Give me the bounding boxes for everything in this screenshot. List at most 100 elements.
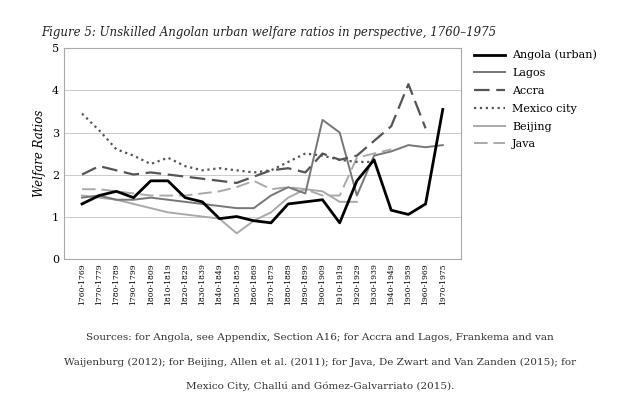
Beijing [78,193,86,198]
Angola (urban) [233,214,241,219]
Lagos [130,197,138,202]
Java [250,179,258,183]
Lagos [250,206,258,210]
Accra [353,153,361,158]
Y-axis label: Welfare Ratios: Welfare Ratios [33,110,47,197]
Beijing [130,202,138,206]
Java [78,187,86,191]
Accra [387,124,395,128]
Java [147,193,155,198]
Lagos [370,153,378,158]
Angola (urban) [78,202,86,206]
Mexico city [78,111,86,116]
Lagos [164,197,172,202]
Angola (urban) [147,179,155,183]
Mexico city [95,128,103,133]
Java [113,189,120,194]
Mexico city [113,147,120,152]
Mexico city [216,166,223,170]
Beijing [267,210,275,215]
Line: Lagos: Lagos [82,120,443,208]
Accra [370,139,378,143]
Lagos [198,202,206,206]
Angola (urban) [370,158,378,162]
Angola (urban) [130,195,138,200]
Lagos [267,193,275,198]
Angola (urban) [181,195,189,200]
Text: Figure 5: Unskilled Angolan urban welfare ratios in perspective, 1760–1975: Figure 5: Unskilled Angolan urban welfar… [41,26,497,39]
Legend: Angola (urban), Lagos, Accra, Mexico city, Beijing, Java: Angola (urban), Lagos, Accra, Mexico cit… [474,50,597,149]
Lagos [181,200,189,204]
Java [181,193,189,198]
Beijing [181,212,189,217]
Lagos [422,145,429,149]
Angola (urban) [113,189,120,194]
Mexico city [250,170,258,175]
Java [233,185,241,189]
Java [353,155,361,160]
Text: Mexico City, Challú and Gómez-Galvarriato (2015).: Mexico City, Challú and Gómez-Galvarri… [186,382,454,391]
Accra [95,164,103,168]
Lagos [95,193,103,198]
Beijing [216,216,223,221]
Angola (urban) [95,193,103,198]
Java [387,147,395,152]
Line: Angola (urban): Angola (urban) [82,109,443,223]
Mexico city [198,168,206,173]
Accra [181,174,189,179]
Beijing [147,206,155,210]
Accra [267,168,275,173]
Java [216,189,223,194]
Accra [422,126,429,131]
Accra [78,172,86,177]
Accra [164,172,172,177]
Text: Sources: for Angola, see Appendix, Section A16; for Accra and Lagos, Frankema an: Sources: for Angola, see Appendix, Secti… [86,333,554,342]
Beijing [164,210,172,215]
Accra [113,168,120,173]
Lagos [336,130,344,135]
Java [130,191,138,196]
Accra [147,170,155,175]
Lagos [284,185,292,189]
Lagos [439,143,447,147]
Angola (urban) [353,179,361,183]
Java [198,191,206,196]
Lagos [404,143,412,147]
Beijing [319,189,326,194]
Angola (urban) [198,200,206,204]
Line: Accra: Accra [82,84,426,183]
Lagos [353,193,361,198]
Accra [233,181,241,185]
Beijing [336,200,344,204]
Mexico city [164,155,172,160]
Accra [301,170,309,175]
Lagos [216,204,223,208]
Line: Java: Java [82,149,391,196]
Angola (urban) [250,218,258,223]
Angola (urban) [267,221,275,225]
Java [284,185,292,189]
Angola (urban) [439,107,447,112]
Lagos [387,149,395,154]
Accra [319,151,326,156]
Lagos [301,191,309,196]
Java [370,151,378,156]
Java [301,187,309,191]
Angola (urban) [387,208,395,213]
Mexico city [336,158,344,162]
Line: Beijing: Beijing [82,189,357,234]
Beijing [233,231,241,236]
Mexico city [147,162,155,166]
Mexico city [301,151,309,156]
Angola (urban) [164,179,172,183]
Mexico city [233,168,241,173]
Angola (urban) [301,200,309,204]
Beijing [301,187,309,191]
Angola (urban) [422,202,429,206]
Mexico city [319,153,326,158]
Angola (urban) [336,221,344,225]
Angola (urban) [319,197,326,202]
Accra [198,176,206,181]
Mexico city [353,160,361,164]
Java [319,193,326,198]
